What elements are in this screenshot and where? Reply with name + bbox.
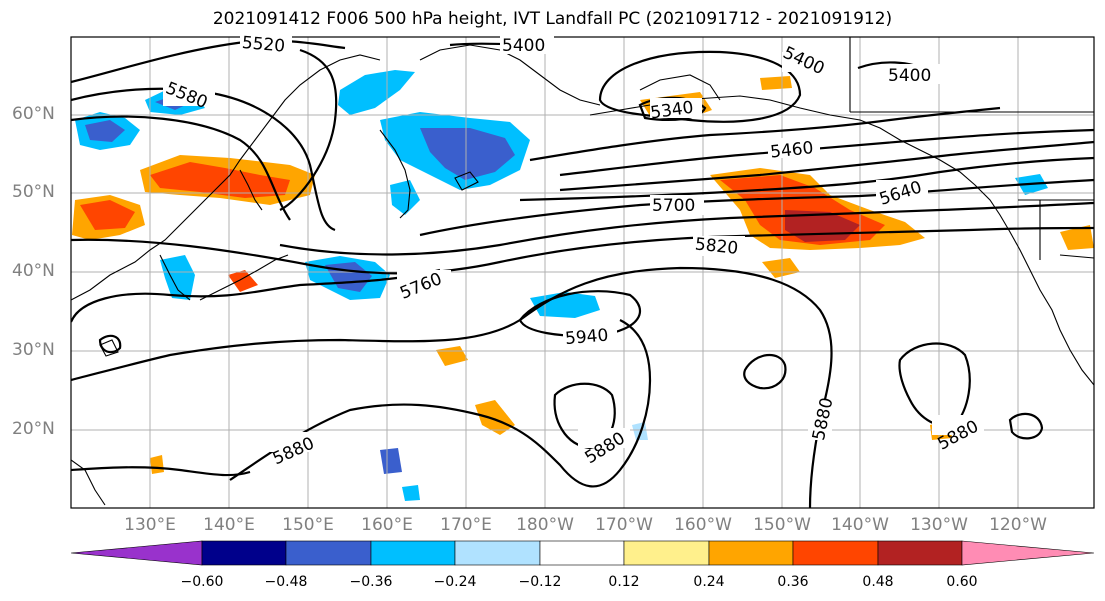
height-contours	[71, 39, 1094, 508]
contour-5640	[71, 115, 291, 221]
lon-label: 150°E	[282, 515, 334, 535]
ivt-blob	[420, 128, 515, 180]
contour-5520	[71, 39, 346, 84]
colorbar-tick-label: 0.48	[862, 574, 894, 590]
lat-label: 30°N	[12, 340, 55, 360]
colorbar-segment	[201, 540, 287, 566]
colorbar-segment	[623, 540, 710, 566]
ivt-blob	[160, 255, 195, 300]
contour-5460	[529, 106, 1001, 162]
lon-label: 160°W	[674, 515, 732, 535]
lon-label: 140°E	[203, 515, 255, 535]
contour-label: 5460	[769, 138, 814, 162]
colorbar-tick-label: −0.12	[518, 574, 562, 590]
contour-5520	[559, 128, 1094, 177]
lon-label: 120°W	[989, 515, 1047, 535]
contour-label: 5940	[564, 325, 609, 349]
contour-5940	[518, 290, 641, 337]
ivt-blob	[436, 346, 468, 366]
contour-5640	[519, 156, 1094, 202]
colorbar-segment	[539, 540, 625, 566]
contour-label: 5820	[694, 234, 739, 258]
lat-label: 50°N	[12, 182, 55, 202]
ivt-blob	[80, 200, 135, 230]
contour-5880	[71, 268, 441, 323]
contour-5520	[279, 48, 338, 211]
colorbar-max-extension	[961, 540, 1095, 566]
lon-label: 140°W	[831, 515, 889, 535]
ivt-blob	[475, 400, 515, 435]
lon-label: 160°E	[361, 515, 413, 535]
colorbar-tick-label: −0.36	[349, 574, 393, 590]
lat-label: 40°N	[12, 261, 55, 281]
contour-5880	[1008, 412, 1044, 440]
contour-label: 5700	[652, 196, 695, 216]
lon-label: 170°W	[595, 515, 653, 535]
ivt-blob	[85, 120, 125, 142]
contour-5880	[98, 334, 122, 354]
page-title: 2021091412 F006 500 hPa height, IVT Land…	[212, 9, 893, 29]
colorbar-segment	[877, 540, 963, 566]
contour-label: 5520	[241, 33, 286, 57]
colorbar-tick-label: 0.24	[693, 574, 725, 590]
colorbar-min-extension	[70, 540, 203, 566]
contour-5760	[279, 201, 1094, 256]
colorbar	[70, 540, 1095, 566]
ivt-blob	[150, 162, 290, 198]
lon-label: 130°E	[124, 515, 176, 535]
colorbar-tick-label: −0.48	[264, 574, 308, 590]
ivt-blob	[530, 292, 600, 318]
colorbar-tick-label: −0.24	[433, 574, 477, 590]
colorbar-segment	[792, 540, 879, 566]
contour-label: 5400	[888, 66, 931, 86]
contour-5580	[71, 87, 336, 232]
contour-5880	[229, 319, 652, 488]
colorbar-tick-label: 0.12	[608, 574, 640, 590]
ivt-blob	[1060, 225, 1094, 250]
contour-5700	[419, 178, 1094, 237]
lat-label: 60°N	[12, 104, 55, 124]
colorbar-segment	[285, 540, 372, 566]
colorbar-segment	[454, 540, 541, 566]
contour-5880	[743, 354, 787, 390]
ivt-blob	[760, 76, 792, 90]
ivt-blob	[338, 70, 415, 115]
contour-5880	[898, 342, 971, 428]
ivt-blob	[380, 448, 402, 474]
contour-5820	[71, 226, 1094, 275]
contour-5580	[559, 140, 1094, 192]
colorbar-tick-label: 0.36	[777, 574, 809, 590]
contour-5880	[71, 466, 251, 477]
ivt-blob	[228, 270, 258, 292]
lon-label: 180°W	[516, 515, 574, 535]
lat-label: 20°N	[12, 419, 55, 439]
ivt-blob	[402, 485, 420, 501]
lon-label: 170°E	[440, 515, 492, 535]
ivt-blob	[150, 455, 164, 474]
colorbar-tick-label: −0.60	[180, 574, 224, 590]
lon-label: 130°W	[910, 515, 968, 535]
colorbar-segment	[370, 540, 456, 566]
colorbar-segment	[708, 540, 794, 566]
ivt-blob	[390, 180, 420, 215]
ivt-blob	[762, 258, 800, 278]
contour-5880	[71, 266, 833, 508]
lon-label: 150°W	[753, 515, 811, 535]
map-frame	[70, 36, 1095, 509]
contour-label: 5400	[780, 43, 828, 79]
contour-label: 5400	[502, 36, 545, 56]
colorbar-tick-label: 0.60	[946, 574, 978, 590]
